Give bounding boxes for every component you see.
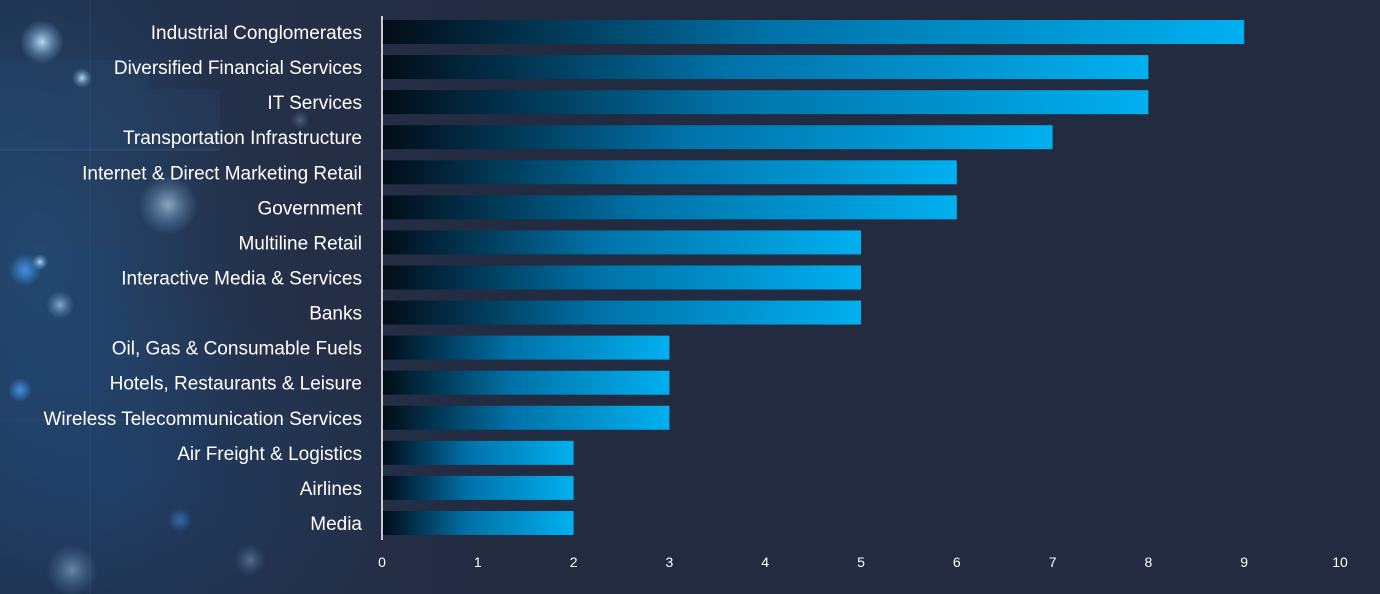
bar-banks <box>383 300 861 325</box>
category-label-internet-direct-marketing-retail: Internet & Direct Marketing Retail <box>82 163 362 184</box>
category-label-airlines: Airlines <box>300 479 362 500</box>
bars <box>383 20 1245 535</box>
bar-multiline-retail <box>383 230 861 255</box>
bar-diversified-financial-services <box>383 55 1149 80</box>
x-tick-label-9: 9 <box>1240 554 1248 570</box>
x-tick-label-4: 4 <box>761 554 769 570</box>
category-label-wireless-telecommunication-services: Wireless Telecommunication Services <box>43 409 362 430</box>
bar-air-freight-logistics <box>383 440 574 465</box>
category-label-banks: Banks <box>309 304 362 325</box>
category-label-diversified-financial-services: Diversified Financial Services <box>114 58 362 79</box>
category-label-interactive-media-services: Interactive Media & Services <box>121 268 362 289</box>
x-tick-label-8: 8 <box>1145 554 1153 570</box>
category-labels: Industrial Conglomerates Diversified Fina… <box>43 23 362 535</box>
bar-hotels-restaurants-leisure <box>383 370 670 395</box>
bar-oil-gas-consumable-fuels <box>383 335 670 360</box>
category-label-transportation-infrastructure: Transportation Infrastructure <box>123 128 362 149</box>
x-tick-label-7: 7 <box>1049 554 1057 570</box>
bar-industrial-conglomerates <box>383 20 1245 44</box>
category-label-hotels-restaurants-leisure: Hotels, Restaurants & Leisure <box>110 374 362 395</box>
bar-interactive-media-services <box>383 265 861 290</box>
x-tick-label-3: 3 <box>666 554 674 570</box>
bar-airlines <box>383 475 574 500</box>
category-label-air-freight-logistics: Air Freight & Logistics <box>177 444 362 465</box>
bar-media <box>383 510 574 535</box>
x-tick-label-2: 2 <box>570 554 578 570</box>
category-label-multiline-retail: Multiline Retail <box>238 233 362 254</box>
category-label-media: Media <box>310 514 362 535</box>
x-tick-label-1: 1 <box>474 554 482 570</box>
bar-internet-direct-marketing-retail <box>383 160 957 185</box>
x-tick-label-6: 6 <box>953 554 961 570</box>
x-tick-label-10: 10 <box>1332 554 1348 570</box>
category-label-industrial-conglomerates: Industrial Conglomerates <box>151 23 362 44</box>
bar-it-services <box>383 90 1149 115</box>
x-tick-label-5: 5 <box>857 554 865 570</box>
category-label-government: Government <box>257 198 362 219</box>
x-axis-ticks: 0 1 2 3 4 5 6 7 8 9 10 <box>378 554 1348 570</box>
category-label-it-services: IT Services <box>267 93 362 114</box>
category-label-oil-gas-consumable-fuels: Oil, Gas & Consumable Fuels <box>112 339 362 360</box>
x-tick-label-0: 0 <box>378 554 386 570</box>
bar-wireless-telecommunication-services <box>383 405 670 430</box>
bar-transportation-infrastructure <box>383 125 1053 150</box>
bar-government <box>383 195 957 220</box>
